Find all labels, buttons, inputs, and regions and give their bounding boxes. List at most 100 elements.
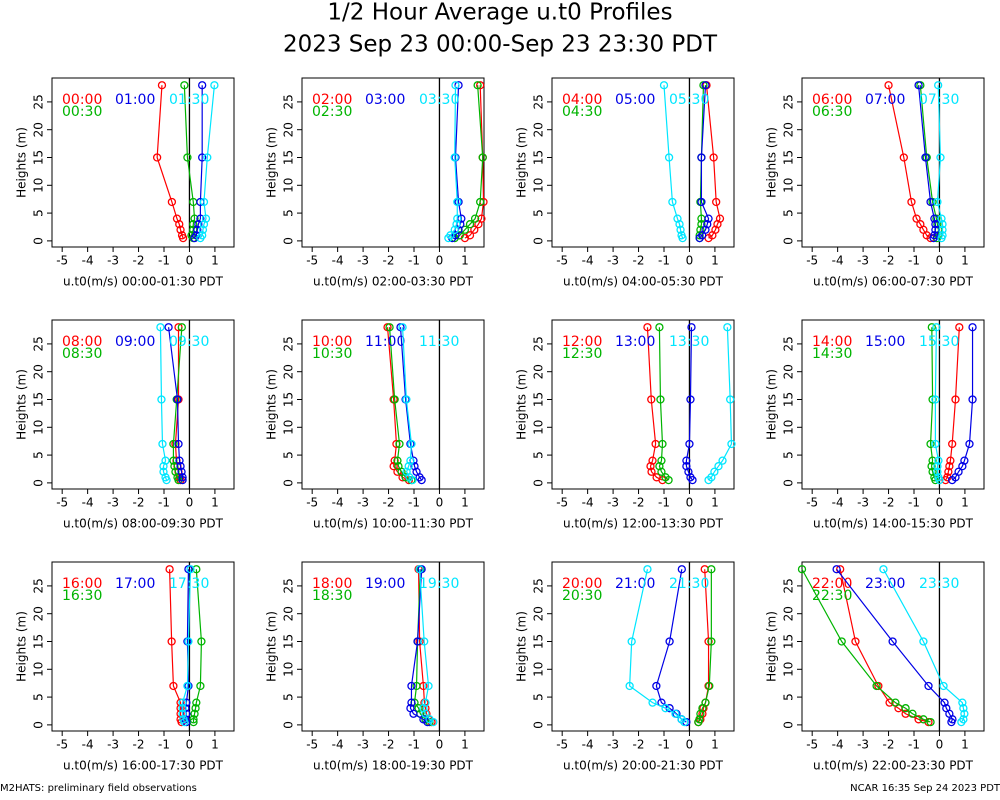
- x-tick-label: -4: [332, 496, 344, 510]
- profile-point: [192, 698, 201, 707]
- y-tick-label: 0: [782, 721, 796, 729]
- y-tick-label: 0: [782, 479, 796, 487]
- profile-point: [942, 704, 951, 713]
- legend-label: 02:00: [312, 92, 352, 108]
- profile-point: [939, 681, 948, 691]
- profile-point: [201, 214, 211, 223]
- x-tick-label: -3: [607, 738, 619, 752]
- legend-label: 01:30: [169, 92, 209, 108]
- profile-line: [447, 85, 458, 239]
- x-tick-label: -4: [832, 496, 844, 510]
- x-tick-label: 1: [961, 496, 969, 510]
- profile-point: [412, 681, 421, 691]
- profile-point: [914, 715, 923, 724]
- x-tick-label: -1: [408, 496, 420, 510]
- x-tick-label: 0: [936, 738, 944, 752]
- profile-point: [190, 214, 199, 223]
- profile-point: [658, 439, 667, 449]
- legend-label: 18:30: [312, 588, 352, 604]
- profile-point: [938, 231, 947, 240]
- profile-point: [655, 323, 664, 332]
- profile-point: [926, 439, 935, 449]
- profile-point: [704, 637, 713, 646]
- x-tick-label: 1: [211, 496, 219, 510]
- y-tick-label: 0: [282, 721, 296, 729]
- legend-label: 00:30: [62, 104, 102, 120]
- x-tick-label: -1: [408, 254, 420, 268]
- profile-point: [404, 462, 413, 471]
- x-tick-label: -1: [158, 254, 170, 268]
- y-axis-label: Heights (m): [15, 369, 29, 440]
- y-tick-label: 5: [32, 209, 46, 217]
- y-tick-label: 0: [32, 479, 46, 487]
- x-tick-label: -5: [556, 738, 568, 752]
- profile-point: [167, 197, 177, 207]
- legend-label: 19:30: [419, 576, 459, 592]
- legend-label: 20:00: [562, 576, 602, 592]
- profile-point: [398, 323, 407, 332]
- profile-point: [682, 462, 691, 471]
- profile-point: [933, 462, 942, 471]
- y-tick-label: 5: [282, 451, 296, 459]
- profile-point: [452, 220, 461, 229]
- profile-point: [177, 231, 187, 240]
- profile-point: [165, 565, 174, 574]
- profile-point: [891, 698, 900, 707]
- y-axis-label: Heights (m): [515, 369, 529, 440]
- legend-label: 06:30: [812, 104, 852, 120]
- profile-point: [402, 395, 411, 404]
- y-tick-label: 20: [282, 122, 296, 137]
- profile-point: [885, 698, 894, 707]
- profile-point: [450, 225, 459, 234]
- profile-line: [409, 569, 428, 723]
- profile-point: [161, 456, 170, 465]
- profile-point: [414, 704, 423, 713]
- profile-point: [394, 462, 403, 471]
- profile-point: [655, 462, 664, 471]
- legend-label: 07:00: [865, 92, 905, 108]
- y-tick-label: 15: [782, 634, 796, 649]
- profile-point: [183, 681, 192, 691]
- y-tick-label: 25: [32, 94, 46, 109]
- profile-point: [450, 153, 459, 162]
- profile-line: [839, 569, 929, 723]
- y-tick-label: 10: [32, 662, 46, 677]
- profile-point: [940, 698, 949, 707]
- profile-point: [657, 467, 666, 476]
- x-tick-label: 1: [711, 496, 719, 510]
- profile-point: [419, 715, 428, 724]
- profile-point: [919, 637, 928, 646]
- profile-point: [177, 467, 186, 476]
- profile-point: [701, 225, 710, 234]
- profile-point: [726, 395, 735, 404]
- plot-frame: [301, 319, 485, 490]
- y-axis-label: Heights (m): [265, 369, 279, 440]
- x-tick-label: -2: [883, 738, 895, 752]
- x-tick-label: -3: [857, 738, 869, 752]
- x-tick-label: -3: [357, 254, 369, 268]
- profile-point: [934, 473, 943, 482]
- y-tick-label: 25: [532, 336, 546, 351]
- legend-label: 04:30: [562, 104, 602, 120]
- y-tick-label: 5: [782, 209, 796, 217]
- profile-point: [176, 462, 185, 471]
- profile-point: [643, 565, 652, 574]
- profile-point: [152, 153, 162, 162]
- profile-line: [629, 569, 685, 723]
- profile-point: [899, 153, 908, 162]
- x-axis-label: u.t0(m/s) 04:00-05:30 PDT: [563, 275, 724, 289]
- x-axis-label: u.t0(m/s) 08:00-09:30 PDT: [63, 517, 224, 531]
- profile-point: [199, 197, 209, 207]
- x-tick-label: -5: [556, 496, 568, 510]
- profile-point: [476, 197, 485, 207]
- x-tick-label: 1: [461, 496, 469, 510]
- x-tick-label: -2: [133, 496, 145, 510]
- profile-point: [968, 323, 977, 332]
- x-tick-label: 1: [961, 254, 969, 268]
- y-tick-label: 20: [532, 364, 546, 379]
- legend-label: 14:00: [812, 334, 852, 350]
- y-tick-label: 20: [782, 606, 796, 621]
- y-tick-label: 5: [782, 451, 796, 459]
- profile-point: [930, 231, 939, 240]
- x-axis-label: u.t0(m/s) 06:00-07:30 PDT: [813, 275, 974, 289]
